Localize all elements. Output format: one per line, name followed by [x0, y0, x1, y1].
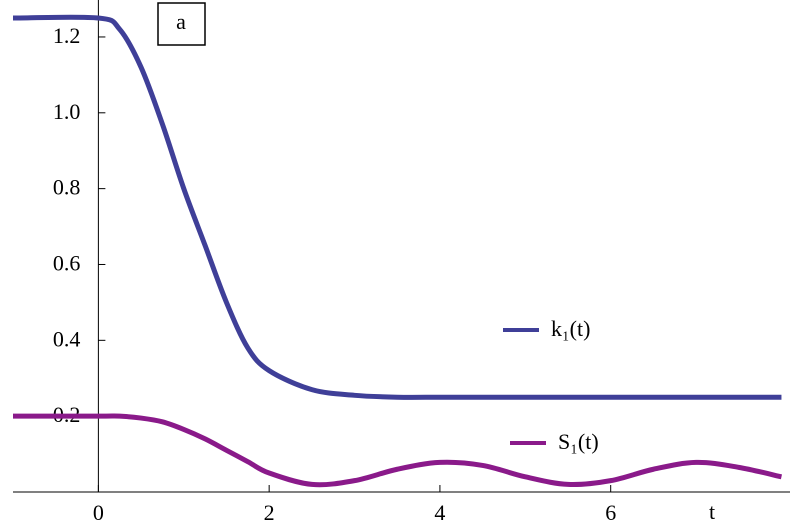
- y-tick-label: 1.0: [53, 99, 81, 124]
- x-axis-label: t: [709, 499, 715, 524]
- x-tick-label: 0: [93, 500, 104, 525]
- series-line: [12, 14, 782, 400]
- x-tick-label: 2: [264, 500, 275, 525]
- legend-label: k₁(t): [551, 316, 590, 341]
- x-tick-label: 6: [605, 500, 616, 525]
- panel-label: a: [176, 9, 186, 34]
- y-tick-label: 0.6: [53, 251, 81, 276]
- y-tick-label: 1.2: [53, 23, 81, 48]
- legend-label: S₁(t): [558, 429, 599, 454]
- series-line: [12, 413, 783, 488]
- panel-label-box: [157, 2, 206, 46]
- y-tick-label: 0.4: [53, 326, 81, 351]
- y-tick-label: 0.8: [53, 175, 81, 200]
- x-tick-label: 4: [434, 500, 445, 525]
